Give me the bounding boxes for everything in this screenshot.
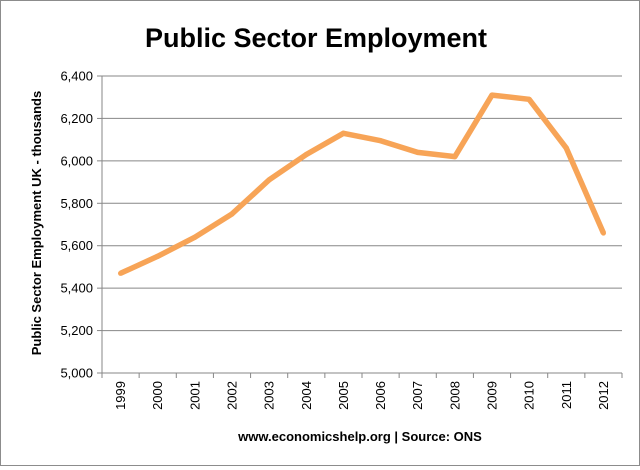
x-tick-label: 2011 [559,381,574,409]
x-axis-ticks: 1999 2000 2001 2002 2003 2004 2005 2006 2007 2008… [101,373,623,410]
y-tick-label: 6,400 [60,69,93,84]
x-tick-label: 2000 [150,381,165,410]
data-point [340,130,347,136]
data-point [117,270,124,276]
data-point [489,92,495,98]
y-tick-label: 5,800 [60,196,93,211]
y-tick-label: 5,600 [60,238,93,253]
y-tick-label: 5,200 [60,323,93,338]
y-tick-label: 5,000 [60,366,93,381]
y-tick-label: 5,400 [60,281,93,296]
y-tick-label: 6,000 [60,153,93,168]
x-axis-title: www.economicshelp.org | Source: ONS [237,429,482,444]
data-point [229,211,235,217]
x-tick-label: 2012 [596,381,611,410]
y-tick-label: 6,200 [60,111,93,126]
data-point [377,138,384,144]
data-point [266,177,272,183]
x-tick-label: 2002 [225,381,240,410]
x-tick-label: 2006 [373,381,388,410]
x-tick-label: 2009 [485,381,500,410]
gridlines [102,75,622,332]
data-point [600,230,607,236]
x-tick-label: 1999 [113,381,128,410]
data-point [452,154,458,160]
y-axis-title: Public Sector Employment UK - thousands [29,91,44,355]
x-tick-label: 2007 [410,381,425,410]
x-tick-label: 2004 [299,381,314,410]
series-layer [117,92,607,276]
data-point [563,145,569,151]
x-tick-label: 2008 [447,381,462,410]
y-axis-ticks: 5,000 5,200 5,400 5,600 5,800 6,000 6,200 6,400 [60,69,102,381]
x-tick-label: 2005 [336,381,351,410]
chart-title: Public Sector Employment [145,23,487,53]
x-tick-label: 2010 [522,381,537,410]
series-line [119,92,606,276]
data-point [192,234,198,240]
data-point [415,149,421,155]
x-tick-label: 2001 [187,381,202,410]
data-point [526,96,532,102]
x-tick-label: 2003 [262,381,277,410]
data-point [155,253,161,259]
data-point [303,151,309,158]
